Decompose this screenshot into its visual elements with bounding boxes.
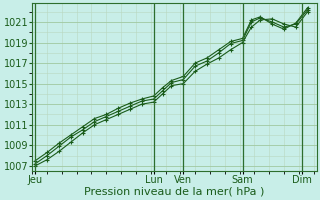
X-axis label: Pression niveau de la mer( hPa ): Pression niveau de la mer( hPa ) bbox=[84, 187, 265, 197]
